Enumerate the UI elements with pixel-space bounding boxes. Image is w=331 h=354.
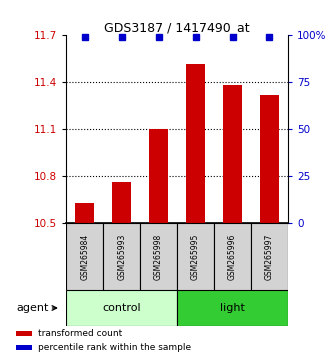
- Text: control: control: [102, 303, 141, 313]
- Text: light: light: [220, 303, 245, 313]
- Bar: [186, 64, 205, 223]
- Bar: [16, 331, 32, 336]
- Text: GSM265993: GSM265993: [117, 233, 126, 280]
- Bar: [177, 223, 214, 290]
- Bar: [75, 203, 94, 223]
- Bar: [103, 223, 140, 290]
- Text: GSM265984: GSM265984: [80, 234, 89, 280]
- Bar: [251, 223, 288, 290]
- Bar: [223, 85, 242, 223]
- Text: GSM265997: GSM265997: [265, 233, 274, 280]
- Text: agent: agent: [17, 303, 49, 313]
- Bar: [260, 95, 279, 223]
- Bar: [177, 290, 288, 326]
- Bar: [113, 182, 131, 223]
- Bar: [66, 223, 103, 290]
- Title: GDS3187 / 1417490_at: GDS3187 / 1417490_at: [104, 21, 250, 34]
- Text: GSM265996: GSM265996: [228, 233, 237, 280]
- Bar: [214, 223, 251, 290]
- Text: transformed count: transformed count: [38, 329, 123, 338]
- Bar: [140, 223, 177, 290]
- Bar: [66, 290, 177, 326]
- Text: GSM265995: GSM265995: [191, 233, 200, 280]
- Text: percentile rank within the sample: percentile rank within the sample: [38, 343, 192, 352]
- Bar: [16, 345, 32, 350]
- Bar: [149, 129, 168, 223]
- Text: GSM265998: GSM265998: [154, 234, 163, 280]
